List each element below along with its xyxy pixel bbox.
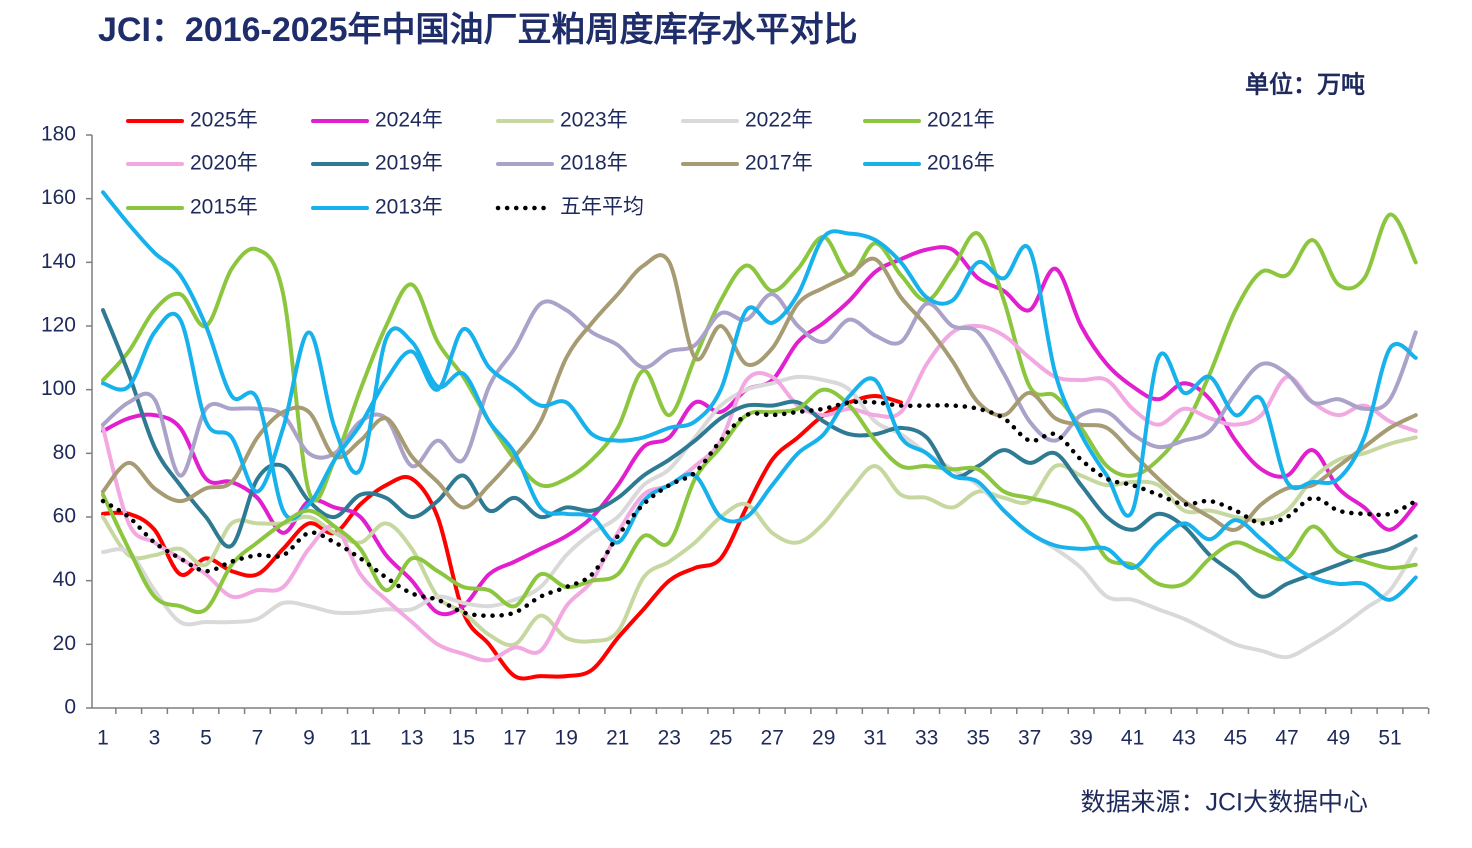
- legend-label: 2015年: [190, 196, 258, 219]
- x-tick-label: 51: [1378, 727, 1401, 750]
- legend-label: 2017年: [745, 152, 813, 175]
- x-tick-label: 3: [149, 727, 161, 750]
- legend-label: 2025年: [190, 109, 258, 132]
- legend-label: 2013年: [375, 196, 443, 219]
- x-tick-label: 49: [1327, 727, 1350, 750]
- x-tick-label: 9: [303, 727, 315, 750]
- legend-label: 2021年: [927, 109, 995, 132]
- series-line: [101, 190, 1418, 521]
- series-line: [101, 374, 1418, 660]
- y-tick-label: 0: [64, 696, 76, 719]
- series-line: [101, 212, 1418, 503]
- y-tick-label: 180: [41, 123, 76, 146]
- x-tick-label: 31: [864, 727, 887, 750]
- x-tick-label: 1: [97, 727, 109, 750]
- y-tick-label: 20: [53, 632, 76, 655]
- y-tick-label: 140: [41, 250, 76, 273]
- x-tick-label: 21: [606, 727, 629, 750]
- legend-label: 2020年: [190, 152, 258, 175]
- series-line: [101, 292, 1418, 478]
- legend-label: 2022年: [745, 109, 813, 132]
- legend-label: 五年平均: [560, 196, 644, 219]
- x-tick-label: 19: [555, 727, 578, 750]
- x-tick-label: 37: [1018, 727, 1041, 750]
- legend-label: 2024年: [375, 109, 443, 132]
- source-note: 数据来源：JCI大数据中心: [1080, 789, 1368, 817]
- x-tick-label: 27: [761, 727, 784, 750]
- series-line: [101, 311, 1418, 602]
- unit-label: 单位：万吨: [1245, 70, 1365, 98]
- series-line: [101, 308, 1418, 599]
- y-tick-label: 60: [53, 505, 76, 528]
- x-tick-label: 47: [1275, 727, 1298, 750]
- y-tick-label: 80: [53, 441, 76, 464]
- x-tick-label: 25: [709, 727, 732, 750]
- legend-label: 2018年: [560, 152, 628, 175]
- x-tick-label: 45: [1224, 727, 1247, 750]
- y-tick-label: 100: [41, 377, 76, 400]
- x-tick-label: 17: [503, 727, 526, 750]
- x-tick-label: 39: [1069, 727, 1092, 750]
- x-tick-label: 5: [200, 727, 212, 750]
- x-tick-label: 23: [658, 727, 681, 750]
- x-tick-label: 35: [966, 727, 989, 750]
- y-tick-label: 120: [41, 314, 76, 337]
- x-tick-label: 15: [452, 727, 475, 750]
- legend-label: 2016年: [927, 152, 995, 175]
- y-tick-label: 160: [41, 186, 76, 209]
- x-tick-label: 13: [400, 727, 423, 750]
- x-tick-label: 41: [1121, 727, 1144, 750]
- series-line: [101, 323, 1418, 663]
- x-tick-label: 11: [349, 727, 371, 750]
- x-tick-label: 43: [1172, 727, 1195, 750]
- x-tick-label: 33: [915, 727, 938, 750]
- series-line: [100, 399, 1418, 618]
- x-tick-label: 29: [812, 727, 835, 750]
- series-line: [101, 253, 1418, 532]
- y-tick-label: 40: [53, 568, 76, 591]
- x-tick-label: 7: [252, 727, 264, 750]
- legend-label: 2019年: [375, 152, 443, 175]
- legend-label: 2023年: [560, 109, 628, 132]
- chart-title: JCI：2016-2025年中国油厂豆粕周度库存水平对比: [98, 11, 858, 49]
